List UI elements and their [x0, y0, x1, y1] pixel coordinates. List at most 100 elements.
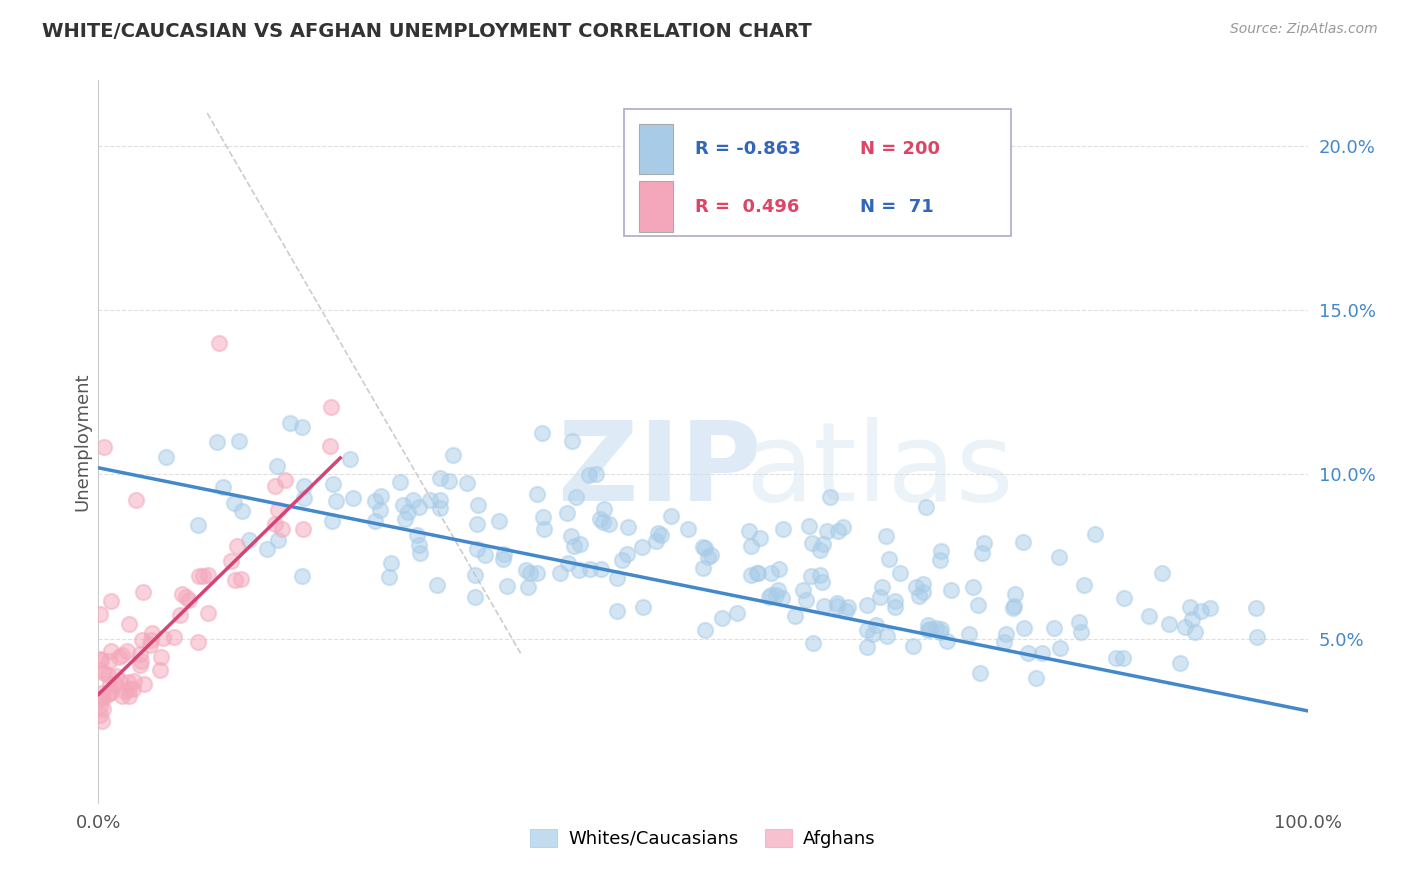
- Point: [578, 467, 600, 482]
- Point: [364, 514, 387, 528]
- Text: R = -0.863: R = -0.863: [695, 140, 800, 158]
- Point: [1004, 587, 1026, 601]
- Point: [89, 699, 111, 714]
- Point: [589, 511, 612, 525]
- Point: [93, 665, 115, 680]
- Point: [91, 702, 114, 716]
- Point: [467, 498, 489, 512]
- Point: [799, 519, 821, 533]
- Point: [606, 571, 628, 585]
- Point: [124, 492, 146, 507]
- Point: [740, 567, 762, 582]
- Point: [1014, 622, 1036, 636]
- Point: [908, 590, 931, 604]
- Point: [785, 609, 807, 624]
- Point: [474, 548, 496, 562]
- Point: [825, 596, 848, 610]
- Point: [205, 435, 228, 450]
- Point: [645, 534, 668, 549]
- Point: [93, 440, 115, 454]
- Point: [465, 542, 488, 557]
- Point: [271, 522, 294, 536]
- Point: [813, 599, 835, 614]
- Point: [149, 663, 172, 677]
- Point: [339, 451, 361, 466]
- Point: [131, 654, 153, 668]
- Point: [464, 590, 486, 604]
- Point: [699, 549, 721, 563]
- Point: [1017, 647, 1039, 661]
- Point: [273, 473, 295, 487]
- Point: [548, 566, 571, 581]
- Point: [831, 520, 853, 534]
- Point: [1112, 651, 1135, 665]
- Point: [920, 623, 942, 637]
- Point: [419, 493, 441, 508]
- Point: [177, 593, 200, 607]
- Point: [278, 416, 301, 430]
- Point: [292, 479, 315, 493]
- Point: [111, 648, 134, 663]
- Point: [810, 543, 832, 558]
- FancyBboxPatch shape: [638, 181, 673, 232]
- Point: [187, 517, 209, 532]
- Point: [97, 654, 120, 668]
- Point: [388, 475, 411, 489]
- Point: [1104, 651, 1126, 665]
- Point: [825, 599, 848, 613]
- Point: [759, 566, 782, 580]
- Point: [579, 562, 602, 576]
- Point: [695, 541, 717, 556]
- Point: [174, 590, 197, 604]
- Point: [132, 585, 155, 599]
- Point: [772, 522, 794, 536]
- Point: [378, 569, 401, 583]
- Point: [231, 504, 253, 518]
- Point: [1246, 630, 1268, 644]
- Point: [263, 479, 285, 493]
- Point: [117, 644, 139, 658]
- Text: N =  71: N = 71: [860, 198, 934, 216]
- Point: [811, 537, 834, 551]
- Point: [1174, 619, 1197, 633]
- Point: [98, 676, 121, 690]
- Point: [1199, 601, 1222, 615]
- Point: [1047, 549, 1070, 564]
- Point: [429, 492, 451, 507]
- Point: [765, 588, 787, 602]
- Point: [114, 684, 136, 698]
- Point: [962, 581, 984, 595]
- Point: [291, 569, 314, 583]
- Point: [533, 522, 555, 536]
- Point: [827, 524, 849, 538]
- Point: [149, 650, 172, 665]
- Point: [105, 669, 128, 683]
- Point: [488, 514, 510, 528]
- Point: [429, 501, 451, 516]
- Point: [90, 714, 112, 728]
- Point: [747, 566, 769, 581]
- Point: [172, 587, 194, 601]
- Point: [111, 690, 134, 704]
- Point: [107, 650, 129, 665]
- Point: [969, 666, 991, 681]
- Point: [441, 448, 464, 462]
- Point: [633, 599, 655, 614]
- Point: [89, 691, 111, 706]
- Point: [568, 564, 591, 578]
- Point: [122, 682, 145, 697]
- Point: [1184, 624, 1206, 639]
- Point: [610, 553, 633, 567]
- Point: [117, 689, 139, 703]
- Point: [870, 580, 893, 594]
- Point: [766, 583, 789, 598]
- Point: [650, 528, 672, 542]
- Point: [226, 539, 249, 553]
- Point: [139, 638, 162, 652]
- Point: [89, 663, 111, 677]
- Point: [1159, 617, 1181, 632]
- Point: [808, 567, 831, 582]
- Point: [517, 580, 540, 594]
- Point: [856, 623, 879, 637]
- Point: [91, 690, 114, 705]
